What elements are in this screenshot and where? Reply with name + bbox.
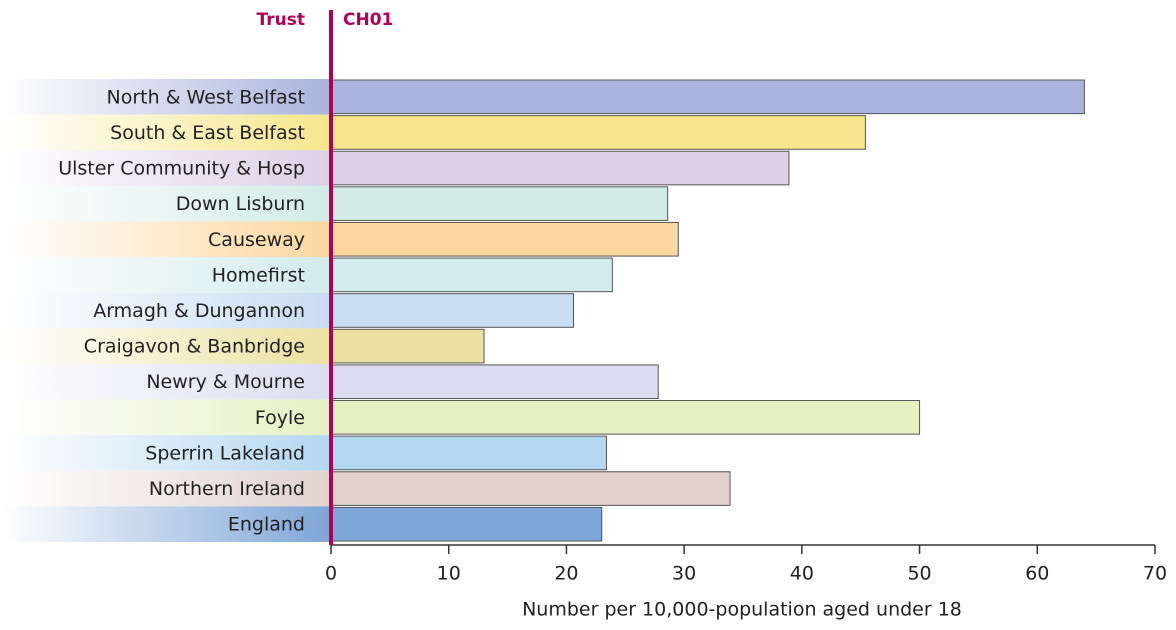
label-background — [0, 150, 331, 186]
label-background — [0, 114, 331, 151]
y-tick-label: Sperrin Lakeland — [145, 442, 305, 464]
column-header: Trust — [257, 10, 305, 30]
y-tick-label: North & West Belfast — [107, 86, 305, 108]
label-background — [0, 470, 331, 507]
x-tick-label: 60 — [1025, 563, 1049, 585]
label-background — [0, 399, 331, 436]
y-tick-label: Homefirst — [212, 264, 305, 286]
label-background — [0, 79, 331, 115]
label-background — [0, 435, 331, 471]
x-tick-label: 70 — [1143, 563, 1167, 585]
bar — [330, 506, 603, 542]
label-background — [0, 328, 331, 364]
bar — [330, 221, 679, 257]
bar — [330, 115, 866, 150]
x-tick-label: 20 — [554, 563, 578, 585]
x-tick-label: 30 — [672, 563, 696, 585]
label-background — [0, 292, 331, 329]
y-tick-label: Newry & Mourne — [146, 371, 305, 393]
y-tick-label: South & East Belfast — [110, 122, 305, 144]
x-tick-label: 50 — [907, 563, 931, 585]
bar — [330, 293, 574, 328]
y-tick-label: England — [228, 514, 305, 536]
label-background — [0, 185, 331, 222]
y-tick-label: Northern Ireland — [149, 478, 305, 500]
y-tick-label: Causeway — [208, 229, 305, 251]
x-tick-label: 40 — [790, 563, 814, 585]
label-background — [0, 363, 331, 400]
y-tick-label: Armagh & Dungannon — [93, 300, 305, 322]
label-background — [0, 221, 331, 258]
y-tick-label: Craigavon & Banbridge — [84, 336, 305, 358]
label-background — [0, 257, 331, 293]
y-tick-label: Foyle — [255, 407, 305, 429]
y-tick-label: Ulster Community & Hosp — [58, 158, 305, 180]
bar — [330, 257, 613, 293]
label-background — [0, 506, 331, 542]
chart-title: CH01 — [343, 10, 393, 30]
bar — [330, 471, 731, 506]
x-tick-label: 10 — [437, 563, 461, 585]
bar — [330, 186, 669, 221]
bar — [330, 364, 659, 400]
x-axis-label: Number per 10,000-population aged under … — [522, 599, 962, 621]
bar — [330, 79, 1085, 115]
y-tick-label: Down Lisburn — [176, 193, 305, 215]
bar — [330, 328, 485, 364]
x-tick-label: 0 — [325, 563, 337, 585]
bar — [330, 435, 607, 471]
bar — [330, 150, 790, 186]
bar — [330, 400, 921, 435]
